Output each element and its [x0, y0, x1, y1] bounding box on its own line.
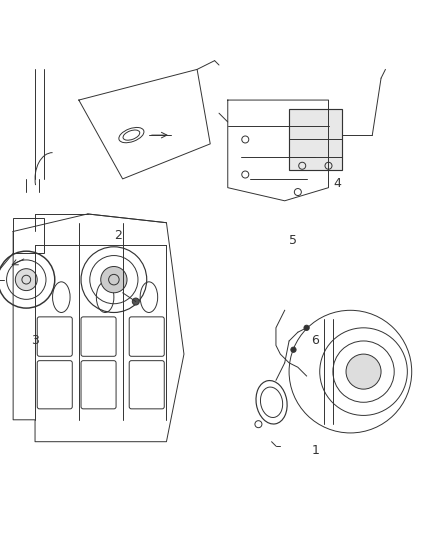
Circle shape [15, 269, 37, 290]
Circle shape [346, 354, 381, 389]
Text: 3: 3 [31, 335, 39, 348]
Circle shape [291, 347, 296, 352]
Bar [289, 109, 342, 170]
Text: 4: 4 [333, 177, 341, 190]
Circle shape [132, 298, 139, 305]
Bar [13, 219, 44, 253]
Text: 5: 5 [290, 233, 297, 247]
Text: 1: 1 [311, 444, 319, 457]
Circle shape [101, 266, 127, 293]
Text: 6: 6 [311, 335, 319, 348]
Circle shape [304, 325, 309, 330]
Text: 2: 2 [114, 229, 122, 243]
